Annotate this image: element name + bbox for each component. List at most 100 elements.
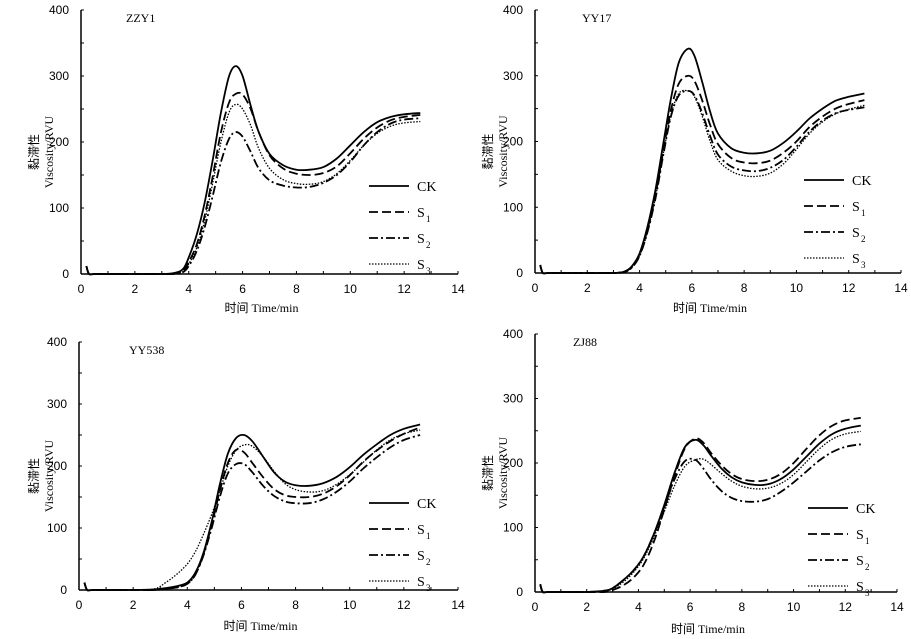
x-tick-label: 10	[787, 600, 801, 614]
legend-label-s3: S	[852, 252, 860, 267]
y-axis-label-cn: 黏滞性	[481, 455, 495, 491]
panel-title: YY538	[129, 343, 164, 357]
x-tick-label: 0	[532, 281, 539, 295]
y-tick-label: 400	[47, 335, 67, 349]
y-axis-label-en: Viscosity/RVU	[42, 116, 56, 189]
legend-label-ck: CK	[856, 502, 875, 517]
legend-label-s1: S	[417, 523, 425, 538]
legend-label-s3: S	[856, 580, 864, 595]
series-line-s1	[83, 426, 421, 592]
y-tick-label: 300	[47, 397, 67, 411]
x-axis-label: 时间 Time/min	[673, 301, 747, 315]
y-tick-label: 100	[503, 200, 523, 214]
legend-subscript-s1: 1	[861, 208, 866, 218]
x-tick-label: 14	[890, 600, 904, 614]
x-tick-label: 2	[584, 281, 591, 295]
panel-title: ZZY1	[126, 11, 155, 25]
y-axis-label-en: Viscosity/RVU	[496, 115, 510, 188]
x-tick-label: 12	[842, 281, 856, 295]
x-tick-label: 6	[687, 600, 694, 614]
series-line-s3	[539, 89, 865, 275]
x-tick-label: 8	[741, 281, 748, 295]
y-tick-label: 400	[503, 3, 523, 17]
series-line-s3	[539, 430, 861, 594]
legend-label-s1: S	[856, 528, 864, 543]
series-line-s2	[539, 89, 865, 275]
x-tick-label: 10	[344, 282, 358, 296]
x-tick-label: 6	[238, 598, 245, 612]
legend-label-s2: S	[856, 554, 864, 569]
legend-subscript-s1: 1	[865, 536, 870, 546]
panel-title: ZJ88	[573, 335, 597, 349]
x-tick-label: 2	[583, 600, 590, 614]
y-tick-label: 400	[503, 327, 523, 341]
x-tick-label: 0	[532, 600, 539, 614]
legend-label-s1: S	[852, 200, 860, 215]
x-tick-label: 4	[185, 282, 192, 296]
legend-label-ck: CK	[417, 180, 436, 195]
legend-label-s3: S	[417, 575, 425, 590]
legend-subscript-s2: 2	[861, 234, 866, 244]
x-axis-label: 时间 Time/min	[224, 619, 298, 633]
x-tick-label: 4	[635, 600, 642, 614]
series-line-s1	[539, 417, 861, 594]
y-axis-label-cn: 黏滞性	[27, 458, 41, 494]
panel-title: YY17	[582, 11, 611, 25]
series-line-s1	[539, 74, 865, 275]
legend-subscript-s2: 2	[865, 562, 870, 572]
y-tick-label: 400	[49, 3, 69, 17]
x-tick-label: 8	[739, 600, 746, 614]
series-line-ck	[85, 65, 421, 276]
x-tick-label: 14	[451, 282, 465, 296]
legend-subscript-s1: 1	[426, 214, 431, 224]
x-tick-label: 8	[292, 598, 299, 612]
x-tick-label: 4	[184, 598, 191, 612]
legend-label-s3: S	[417, 258, 425, 273]
y-tick-label: 300	[503, 392, 523, 406]
y-tick-label: 100	[503, 521, 523, 535]
legend-label-s2: S	[417, 232, 425, 247]
series-line-ck	[539, 424, 861, 594]
y-axis-label-en: Viscosity/RVU	[496, 437, 510, 510]
x-tick-label: 6	[689, 281, 696, 295]
y-axis-label-cn: 黏滞性	[481, 133, 495, 169]
y-tick-label: 0	[60, 583, 67, 597]
legend-label-s2: S	[852, 226, 860, 241]
legend-subscript-s3: 3	[861, 260, 866, 270]
x-tick-label: 14	[894, 281, 908, 295]
y-tick-label: 0	[62, 267, 69, 281]
y-tick-label: 100	[47, 521, 67, 535]
y-axis-label-cn: 黏滞性	[27, 134, 41, 170]
x-tick-label: 6	[239, 282, 246, 296]
x-axis-label: 时间 Time/min	[225, 301, 299, 315]
y-tick-label: 200	[49, 135, 69, 149]
x-tick-label: 0	[76, 598, 83, 612]
legend-label-s1: S	[417, 206, 425, 221]
x-tick-label: 10	[343, 598, 357, 612]
y-tick-label: 200	[503, 456, 523, 470]
x-tick-label: 2	[130, 598, 137, 612]
series-line-s3	[85, 103, 421, 276]
series-line-s2	[83, 434, 421, 592]
y-tick-label: 0	[516, 585, 523, 599]
y-tick-label: 200	[47, 459, 67, 473]
x-tick-label: 8	[293, 282, 300, 296]
legend-subscript-s3: 3	[426, 583, 431, 593]
legend-subscript-s3: 3	[426, 266, 431, 276]
legend-subscript-s2: 2	[426, 240, 431, 250]
x-tick-label: 12	[397, 598, 411, 612]
series-line-s1	[85, 91, 421, 276]
x-tick-label: 12	[839, 600, 853, 614]
legend-subscript-s3: 3	[865, 588, 870, 598]
x-tick-label: 12	[397, 282, 411, 296]
legend-label-ck: CK	[852, 174, 871, 189]
x-tick-label: 10	[790, 281, 804, 295]
legend-label-ck: CK	[417, 497, 436, 512]
series-line-s3	[83, 429, 421, 592]
legend-subscript-s1: 1	[426, 531, 431, 541]
y-tick-label: 200	[503, 135, 523, 149]
x-tick-label: 4	[636, 281, 643, 295]
